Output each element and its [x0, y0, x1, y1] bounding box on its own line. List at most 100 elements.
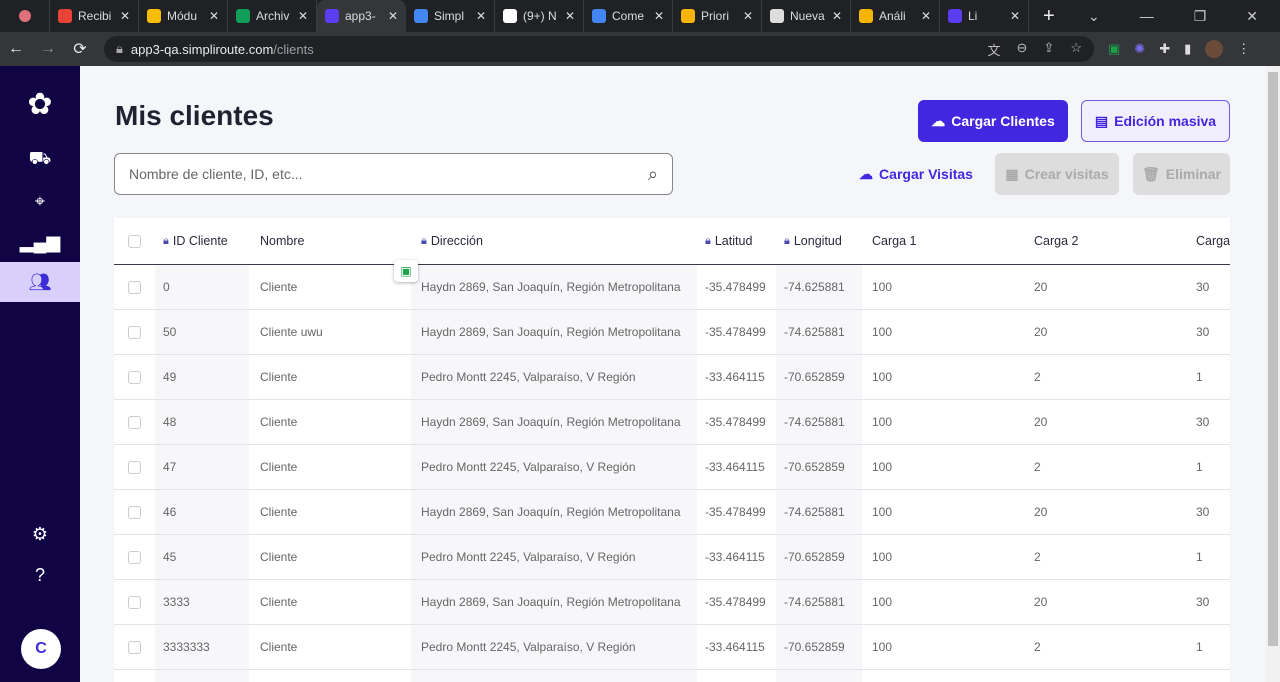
bookmark-star-icon[interactable]: ☆	[1070, 39, 1082, 55]
notion-icon	[503, 9, 517, 23]
table-cell: 1	[1196, 460, 1203, 474]
row-checkbox[interactable]	[114, 355, 155, 399]
routes-icon[interactable]: ⛟	[28, 148, 52, 168]
minimize-icon[interactable]: —	[1139, 7, 1154, 24]
close-tab-icon[interactable]: ✕	[920, 9, 931, 23]
table-cell: 1	[1196, 640, 1203, 654]
browser-tab[interactable]: Archiv ✕	[228, 0, 317, 32]
table-row[interactable]: 47 Cliente Pedro Montt 2245, Valparaíso, V…	[114, 445, 1230, 490]
share-icon[interactable]: ⇪	[1043, 39, 1055, 55]
calendar-icon: ▦	[1005, 165, 1019, 182]
table-row[interactable]: 50 Cliente uwu Haydn 2869, San Joaquín, Re…	[114, 310, 1230, 355]
close-tab-icon[interactable]: ✕	[653, 9, 664, 23]
column-header[interactable]: Carga 2	[1024, 218, 1186, 264]
row-checkbox[interactable]	[114, 310, 155, 354]
browser-tab[interactable]: Módu ✕	[139, 0, 228, 32]
table-cell: 30	[1196, 595, 1210, 609]
browser-tab[interactable]: Recibi ✕	[50, 0, 139, 32]
extensions-puzzle-icon[interactable]: ✚	[1159, 41, 1171, 56]
profile-avatar[interactable]	[1205, 40, 1224, 58]
row-checkbox[interactable]	[114, 400, 155, 444]
table-cell: 2	[1034, 550, 1041, 564]
table-row[interactable]: 0 Cliente Haydn 2869, San Joaquín, Región …	[114, 265, 1230, 310]
close-window-icon[interactable]: ✕	[1246, 7, 1258, 24]
extension-green-icon[interactable]: ▣	[1108, 41, 1121, 56]
browser-tab[interactable]: Análi ✕	[851, 0, 940, 32]
table-row[interactable]: 45 Cliente Pedro Montt 2245, Valparaíso, V…	[114, 535, 1230, 580]
scrollbar-thumb[interactable]	[1268, 72, 1278, 646]
clients-icon[interactable]: 👥︎	[0, 262, 80, 302]
row-checkbox[interactable]	[114, 580, 155, 624]
settings-gear-icon[interactable]: ⚙	[31, 523, 49, 544]
table-cell: 100	[872, 550, 893, 564]
crear-visitas-button[interactable]: ▦ Crear visitas	[995, 153, 1119, 195]
location-icon[interactable]: ⌖	[34, 190, 46, 211]
browser-tab[interactable]: app3- ✕	[317, 0, 406, 32]
browser-tab[interactable]: (9+) N ✕	[495, 0, 584, 32]
column-header[interactable]: 🔒︎ Dirección	[411, 218, 697, 264]
browser-tab[interactable]: Simpl ✕	[406, 0, 495, 32]
edicion-masiva-button[interactable]: ▤ Edición masiva	[1081, 100, 1230, 142]
extension-floating-icon[interactable]: ▣	[394, 260, 418, 282]
select-all-checkbox[interactable]	[114, 218, 155, 264]
reports-icon[interactable]: ▂▄▆	[19, 231, 61, 252]
column-header[interactable]: Carga	[1186, 218, 1230, 264]
user-avatar[interactable]: C	[21, 629, 61, 669]
new-tab-icon[interactable]: +	[1043, 4, 1055, 27]
close-tab-icon[interactable]: ✕	[742, 9, 753, 23]
column-header[interactable]: Carga 1	[862, 218, 1024, 264]
table-cell: 2	[1034, 640, 1041, 654]
tab-search-icon[interactable]: ⌄	[1087, 7, 1100, 24]
reload-icon[interactable]: ⟳	[73, 41, 87, 58]
back-icon[interactable]: ←	[8, 40, 24, 57]
close-tab-icon[interactable]: ✕	[475, 9, 486, 23]
browser-tab[interactable]: Come ✕	[584, 0, 673, 32]
translate-icon[interactable]: 文	[987, 42, 1001, 58]
simpliroute-logo-icon[interactable]: ✿	[27, 87, 53, 121]
cargar-clientes-button[interactable]: ☁ Cargar Clientes	[918, 100, 1068, 142]
table-row[interactable]: 48 Cliente Haydn 2869, San Joaquín, Región…	[114, 400, 1230, 445]
close-tab-icon[interactable]: ✕	[208, 9, 219, 23]
search-icon[interactable]: ⌕	[647, 163, 658, 184]
tab-label: app3-	[345, 9, 376, 23]
search-input[interactable]: Nombre de cliente, ID, etc... ⌕	[114, 153, 673, 195]
close-tab-icon[interactable]: ✕	[564, 9, 575, 23]
close-tab-icon[interactable]: ✕	[119, 9, 130, 23]
cargar-visitas-button[interactable]: ☁ Cargar Visitas	[856, 153, 976, 195]
table-row[interactable]: 3333333 Cliente Pedro Montt 2245, Valparaí…	[114, 625, 1230, 670]
column-header[interactable]: 🔒︎ Longitud	[776, 218, 862, 264]
table-cell: 0	[155, 265, 249, 309]
restore-icon[interactable]: ❐	[1193, 7, 1207, 24]
scrollbar[interactable]	[1266, 66, 1280, 682]
eliminar-button[interactable]: 🗑︎ Eliminar	[1133, 153, 1230, 195]
row-checkbox[interactable]	[114, 445, 155, 489]
zoom-icon[interactable]: ⊖	[1016, 39, 1028, 55]
table-cell: 30	[1196, 505, 1210, 519]
column-header[interactable]: 🔒︎ Latitud	[697, 218, 776, 264]
row-checkbox[interactable]	[114, 490, 155, 534]
url-field[interactable]: 🔒︎ app3-qa.simpliroute.com/clients 文 ⊖ ⇪ ☆	[104, 36, 1094, 62]
browser-tab[interactable]: Nueva ✕	[762, 0, 851, 32]
row-checkbox[interactable]	[114, 265, 155, 309]
browser-tab[interactable]: Priori ✕	[673, 0, 762, 32]
sidepanel-icon[interactable]: ▮	[1184, 41, 1192, 56]
help-icon[interactable]: ?	[34, 564, 45, 585]
column-header[interactable]: 🔒︎ ID Cliente	[155, 218, 249, 264]
close-tab-icon[interactable]: ✕	[1009, 9, 1020, 23]
extension-purple-icon[interactable]: ✺	[1134, 41, 1146, 56]
table-row[interactable]: 49 Cliente Pedro Montt 2245, Valparaíso, V…	[114, 355, 1230, 400]
close-tab-icon[interactable]: ✕	[297, 9, 308, 23]
forward-icon[interactable]: →	[40, 40, 56, 57]
close-tab-icon[interactable]: ✕	[831, 9, 842, 23]
row-checkbox[interactable]	[114, 625, 155, 669]
row-checkbox[interactable]	[114, 535, 155, 579]
close-tab-icon[interactable]: ✕	[387, 9, 398, 23]
table-row[interactable]: 46 Cliente Haydn 2869, San Joaquín, Región…	[114, 490, 1230, 535]
header-label: Nombre	[260, 234, 305, 248]
table-cell: Cliente	[260, 415, 298, 429]
button-label: Cargar Visitas	[879, 166, 973, 182]
menu-icon[interactable]: ⋮	[1237, 41, 1251, 56]
browser-tab[interactable]: Li ✕	[940, 0, 1029, 32]
column-header[interactable]: Nombre	[249, 218, 411, 264]
table-row[interactable]: 3333 Cliente Haydn 2869, San Joaquín, Regi…	[114, 580, 1230, 625]
